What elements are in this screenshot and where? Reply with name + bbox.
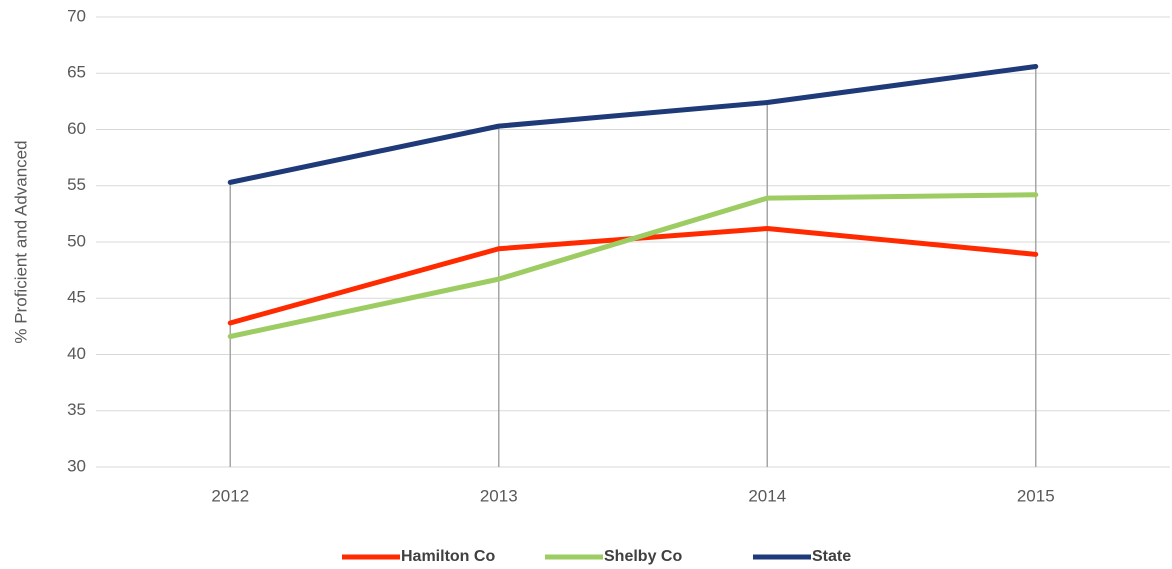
y-tick-label: 55: [67, 175, 86, 194]
y-tick-label: 40: [67, 344, 86, 363]
x-tick-label: 2012: [211, 486, 249, 505]
y-tick-label: 30: [67, 456, 86, 475]
legend-label: Hamilton Co: [401, 548, 495, 565]
y-tick-label: 45: [67, 288, 86, 307]
series-line: [227, 64, 1039, 185]
legend-label: State: [812, 548, 851, 565]
x-tick-label: 2014: [748, 486, 786, 505]
x-tick-label: 2015: [1017, 486, 1055, 505]
y-axis-label: % Proficient and Advanced: [11, 140, 30, 343]
series-line: [227, 192, 1039, 339]
y-tick-label: 60: [67, 119, 86, 138]
y-tick-label: 35: [67, 400, 86, 419]
y-tick-label: 50: [67, 231, 86, 250]
legend-label: Shelby Co: [604, 548, 682, 565]
y-tick-label: 65: [67, 63, 86, 82]
x-tick-label: 2013: [480, 486, 518, 505]
y-tick-label: 70: [67, 6, 86, 25]
